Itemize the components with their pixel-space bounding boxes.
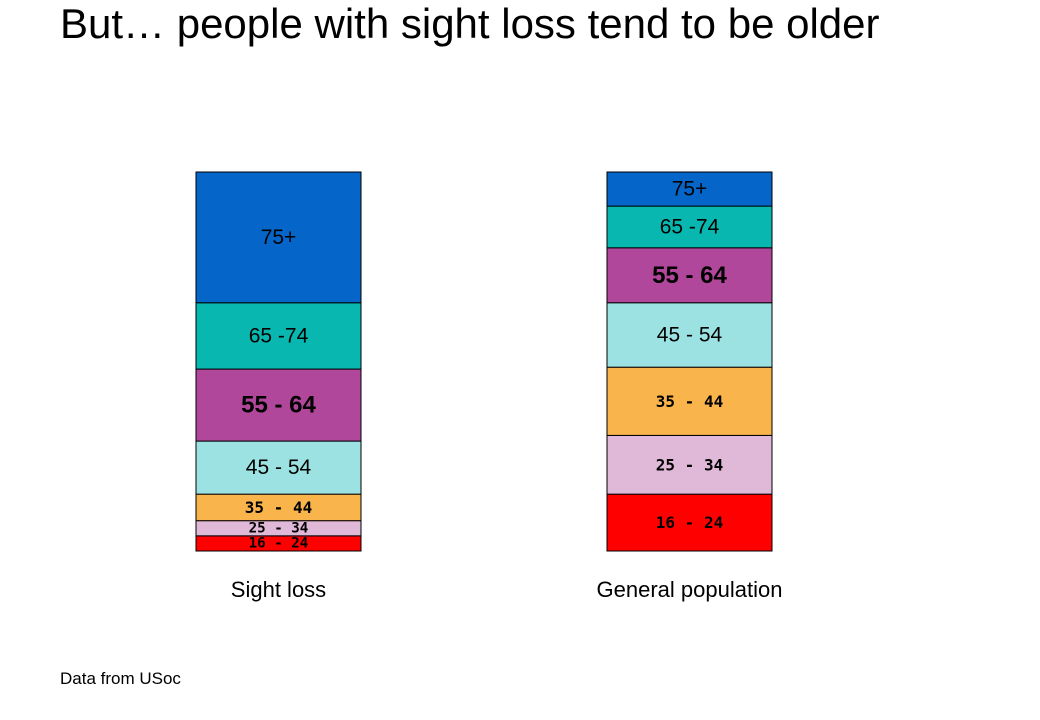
slide-title: But… people with sight loss tend to be o…	[60, 0, 880, 47]
segment-label: 75+	[672, 178, 708, 201]
category-label: Sight loss	[231, 577, 326, 602]
category-label: General population	[597, 577, 783, 602]
bar-segment	[606, 247, 773, 304]
segment-label: 35 - 44	[245, 498, 312, 517]
bar-segment	[606, 171, 773, 207]
bar-segment	[195, 302, 362, 370]
segment-label: 65 -74	[249, 324, 309, 347]
bar-segment	[606, 493, 773, 552]
segment-label: 25 - 34	[249, 520, 309, 536]
bar-segment	[606, 366, 773, 436]
segment-label: 45 - 54	[246, 456, 312, 479]
bar-segment	[195, 493, 362, 522]
bar-segment	[195, 368, 362, 442]
category-labels: Sight loss General population	[231, 577, 783, 602]
bar-segment	[195, 440, 362, 495]
segment-label: 75+	[261, 226, 297, 249]
source-note: Data from USoc	[60, 669, 181, 688]
segment-label: 25 - 34	[656, 455, 723, 474]
segment-label: 55 - 64	[241, 392, 316, 419]
segment-label: 16 - 24	[249, 535, 309, 551]
bar-segment	[606, 302, 773, 368]
segment-label: 65 -74	[660, 215, 720, 238]
segment-label: 16 - 24	[656, 513, 723, 532]
segment-label: 35 - 44	[656, 392, 723, 411]
segment-label: 45 - 54	[657, 323, 723, 346]
bar-segment	[195, 171, 362, 304]
segment-label: 55 - 64	[652, 262, 727, 289]
